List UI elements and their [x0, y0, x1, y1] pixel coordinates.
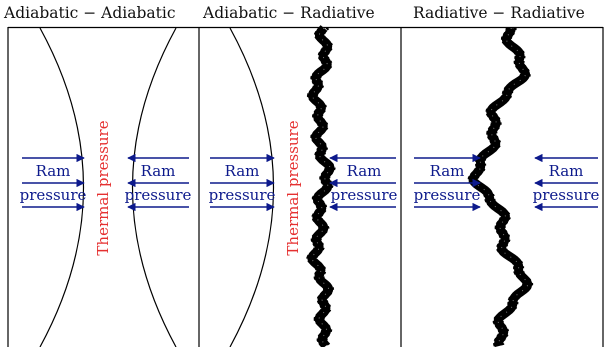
ram-label-line2: pressure — [533, 186, 600, 204]
panel-frame — [7, 26, 604, 347]
panel-title-adiabatic-radiative: Adiabatic − Radiative — [203, 4, 375, 22]
thermal-pressure-label-2: Thermal pressure — [284, 120, 302, 255]
panel-title-adiabatic-adiabatic: Adiabatic − Adiabatic — [4, 4, 176, 22]
ram-label-line1: Ram — [347, 162, 382, 180]
adiabatic-shock-right — [132, 27, 177, 347]
ram-label-line1: Ram — [430, 162, 465, 180]
ram-pressure-arrows — [22, 153, 598, 212]
radiative-shock-2-fringe-left — [306, 27, 328, 347]
ram-label-line2: pressure — [331, 186, 398, 204]
ram-pressure-labels: Ram pressure Ram pressure Ram pressure Ram pres… — [20, 162, 600, 204]
ram-label-line1: Ram — [225, 162, 260, 180]
ram-label-line2: pressure — [209, 186, 276, 204]
panel-1 — [39, 27, 177, 347]
radiative-shock-2-body — [307, 25, 335, 347]
ram-label-line1: Ram — [141, 162, 176, 180]
adiabatic-shock-left — [39, 27, 84, 347]
ram-label-line2: pressure — [20, 186, 87, 204]
ram-label-line2: pressure — [414, 186, 481, 204]
adiabatic-shock-left-2 — [229, 27, 274, 347]
panel-title-radiative-radiative: Radiative − Radiative — [413, 4, 585, 22]
thermal-pressure-label-1: Thermal pressure — [94, 120, 112, 255]
ram-label-line1: Ram — [36, 162, 71, 180]
ram-label-line1: Ram — [549, 162, 584, 180]
ram-label-line2: pressure — [125, 186, 192, 204]
